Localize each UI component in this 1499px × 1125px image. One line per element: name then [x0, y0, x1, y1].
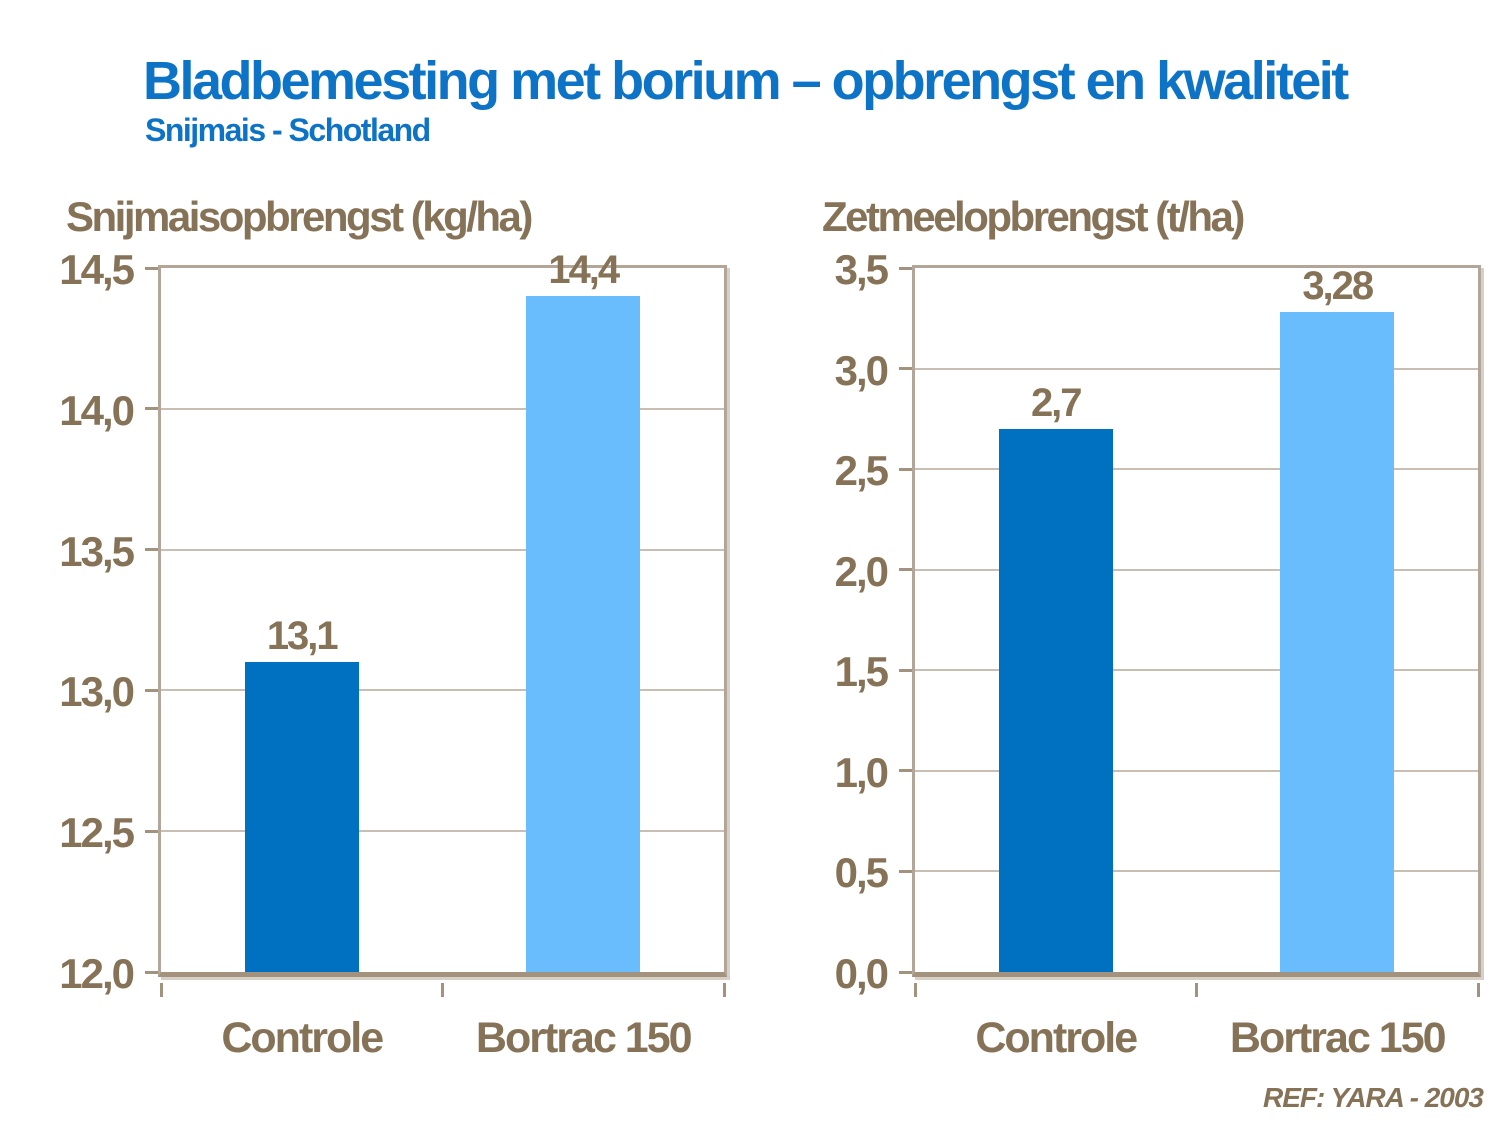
y-axis-tick [145, 688, 158, 692]
gridline [915, 367, 1478, 370]
gridline [161, 407, 724, 410]
bar-bortrac-150 [1280, 312, 1395, 972]
y-axis-tick [899, 467, 912, 471]
y-axis-tick-label: 3,0 [834, 346, 889, 394]
gridline [915, 468, 1478, 471]
bar-bortrac-150 [526, 296, 641, 972]
slide-title: Bladbemesting met borium – opbrengst en … [143, 51, 1349, 111]
y-axis-tick [145, 829, 158, 833]
bar-value-label: 13,1 [266, 614, 339, 659]
gridline [915, 870, 1478, 873]
y-axis-tick-label: 2,5 [834, 447, 889, 495]
y-axis-tick-label: 12,0 [59, 950, 135, 997]
y-axis-tick [899, 668, 912, 672]
x-axis-tick [1476, 983, 1480, 997]
left-chart-plot-area: 12,0 12,5 13,0 13,5 14,0 14,5 13,1 Controle 14,4… [59, 248, 727, 1061]
x-axis-tick [1195, 983, 1198, 997]
category-label-controle: Controle [975, 1014, 1138, 1062]
x-axis-tick [913, 983, 917, 997]
gridline [915, 669, 1478, 672]
y-axis-tick [145, 548, 158, 552]
y-axis-tick [899, 970, 912, 974]
right-chart-plot-area: 0,0 0,5 1,0 1,5 2,0 2,5 3,0 3,5 2,7 Controle 3,28 B… [835, 248, 1481, 1061]
gridline [161, 548, 724, 551]
y-axis-tick-label: 1,0 [834, 748, 889, 796]
y-axis-tick [899, 367, 912, 371]
y-axis-tick-label: 0,0 [834, 950, 889, 997]
bar-value-label: 14,4 [548, 248, 620, 293]
y-axis-tick [899, 266, 912, 270]
y-axis-tick-label: 13,0 [59, 668, 135, 716]
bar-controle [244, 662, 359, 972]
y-axis-tick [145, 407, 158, 411]
category-label-controle: Controle [221, 1014, 384, 1062]
y-axis-tick-label: 1,5 [834, 648, 889, 696]
slide-subtitle: Snijmais - Schotland [145, 112, 431, 148]
left-chart-title: Snijmaisopbrengst (kg/ha) [66, 193, 533, 240]
y-axis-tick [899, 869, 912, 873]
gridline [915, 568, 1478, 571]
y-axis-tick [145, 970, 158, 974]
gridline [161, 689, 724, 692]
gridline [915, 769, 1478, 772]
y-axis-tick-label: 14,5 [59, 246, 135, 293]
y-axis-tick-label: 2,0 [834, 547, 889, 595]
y-axis-tick [145, 266, 158, 270]
reference-note: REF: YARA - 2003 [1263, 1082, 1484, 1113]
gridline [161, 830, 724, 833]
bar-value-label: 3,28 [1302, 264, 1374, 309]
y-axis-tick [899, 568, 912, 572]
x-axis-tick [441, 983, 444, 997]
y-axis-tick [899, 769, 912, 773]
bar-value-label: 2,7 [1030, 380, 1083, 425]
y-axis-tick-label: 14,0 [59, 386, 135, 434]
category-label-bortrac-150: Bortrac 150 [475, 1014, 693, 1062]
y-axis-tick-label: 12,5 [59, 809, 135, 857]
x-axis-tick [722, 983, 726, 997]
bar-controle [998, 428, 1113, 972]
y-axis-tick-label: 3,5 [834, 246, 889, 293]
y-axis-tick-label: 0,5 [834, 849, 889, 897]
y-axis-tick-label: 13,5 [59, 527, 135, 575]
category-label-bortrac-150: Bortrac 150 [1229, 1014, 1447, 1062]
right-chart-title: Zetmeelopbrengst (t/ha) [822, 193, 1245, 240]
x-axis-tick [159, 983, 163, 997]
